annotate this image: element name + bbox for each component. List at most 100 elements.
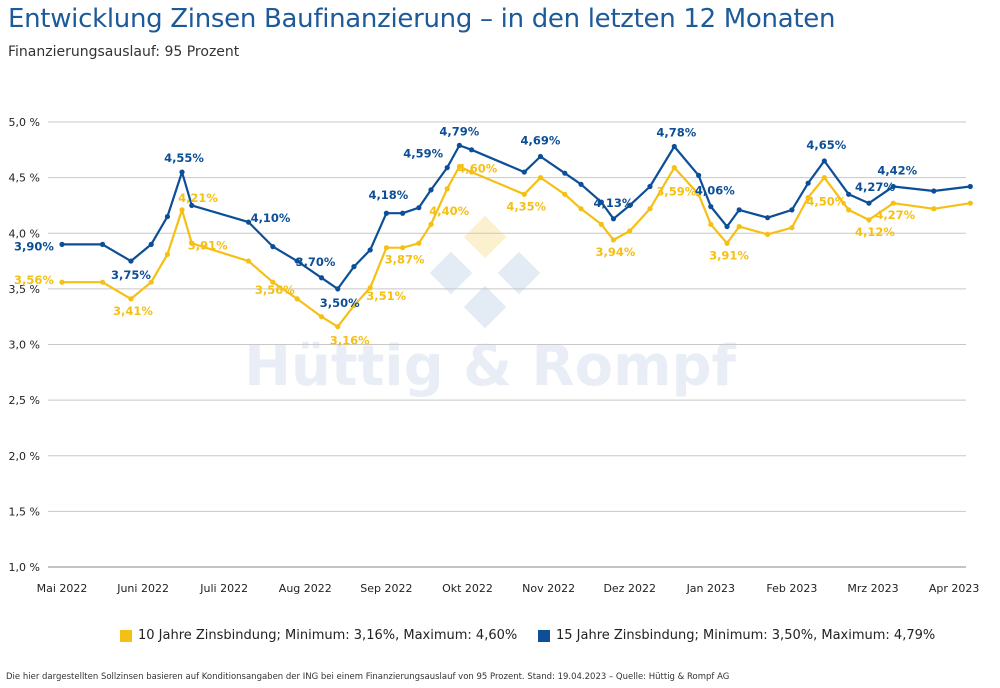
x-tick-label: Mrz 2023 (847, 582, 898, 595)
data-point (400, 210, 406, 216)
data-point (164, 251, 171, 257)
data-point (179, 207, 185, 213)
data-labels: 3,90% 3,75% 4,55% 4,10% 3,70% 3,50% 4,18% 4,59%… (14, 124, 918, 347)
data-label-10-jahre: 4,40% (429, 204, 469, 218)
data-point (164, 213, 171, 220)
series-lines (59, 142, 973, 330)
data-point (647, 206, 653, 212)
data-label-10-jahre: 3,56% (14, 273, 54, 287)
chart-subtitle: Finanzierungsauslauf: 95 Prozent (8, 44, 240, 60)
x-tick-label: Okt 2022 (442, 582, 493, 595)
y-tick-label: 1,5 % (9, 505, 40, 518)
data-point (428, 221, 434, 227)
data-label-15-jahre: 4,79% (439, 124, 479, 138)
data-label-15-jahre: 3,70% (296, 255, 336, 269)
data-point (671, 165, 677, 171)
data-point (383, 210, 389, 216)
data-point (245, 258, 252, 264)
legend-swatch-10-jahre (120, 629, 132, 642)
data-label-15-jahre: 3,50% (320, 296, 360, 310)
x-tick-label: Sep 2022 (360, 582, 412, 595)
data-point (821, 175, 827, 181)
data-point (724, 240, 730, 246)
data-point (468, 147, 475, 153)
y-axis-ticks: 1,0 % 1,5 % 2,0 % 2,5 % 3,0 % 3,5 % 4,0 % 4,5 %… (9, 116, 40, 574)
data-point (578, 181, 584, 187)
data-point (598, 221, 604, 227)
watermark-logo: Hüttig & Rompf (244, 215, 737, 399)
data-point (270, 279, 276, 285)
data-point (708, 221, 714, 227)
data-point (521, 169, 527, 175)
data-point (708, 203, 714, 210)
y-tick-label: 2,0 % (9, 450, 40, 463)
data-point (724, 223, 730, 230)
data-point (846, 191, 852, 197)
data-point (351, 302, 357, 309)
y-tick-label: 3,5 % (9, 283, 40, 296)
data-label-10-jahre: 4,27% (875, 208, 915, 222)
watermark-text: Hüttig & Rompf (244, 334, 736, 399)
data-point (335, 324, 341, 330)
data-label-15-jahre: 4,42% (877, 164, 917, 178)
data-point (764, 231, 771, 237)
data-point (367, 247, 373, 253)
data-point (890, 200, 896, 206)
data-point (245, 219, 252, 225)
data-point (383, 245, 389, 251)
data-label-10-jahre: 3,91% (188, 238, 228, 252)
data-point (444, 165, 450, 171)
data-label-10-jahre: 4,35% (506, 199, 546, 213)
data-point (189, 202, 195, 209)
y-tick-label: 4,5 % (9, 172, 40, 185)
data-point (846, 207, 852, 213)
data-point (789, 225, 795, 231)
data-point (610, 216, 617, 222)
data-point (578, 206, 584, 212)
data-point (148, 279, 154, 285)
x-tick-label: Aug 2022 (279, 582, 332, 595)
data-point (764, 215, 771, 221)
data-point (696, 191, 702, 197)
data-point (696, 172, 702, 178)
data-point (967, 200, 973, 206)
data-label-10-jahre: 3,87% (385, 253, 425, 267)
legend: 10 Jahre Zinsbindung; Minimum: 3,16%, Ma… (0, 628, 1000, 648)
data-point (270, 244, 276, 250)
data-point (456, 142, 462, 148)
data-point (444, 186, 450, 192)
data-point (400, 245, 406, 251)
data-label-15-jahre: 4,78% (656, 125, 696, 139)
data-point (931, 188, 937, 194)
data-label-15-jahre: 4,18% (368, 188, 408, 202)
data-point (866, 217, 872, 223)
data-point (598, 199, 604, 205)
x-tick-label: Nov 2022 (522, 582, 575, 595)
legend-entry-10-jahre: 10 Jahre Zinsbindung; Minimum: 3,16%, Ma… (120, 628, 517, 643)
y-tick-label: 3,0 % (9, 339, 40, 352)
y-tick-label: 1,0 % (9, 561, 40, 574)
data-label-15-jahre: 4,65% (806, 138, 846, 152)
data-label-10-jahre: 4,60% (457, 162, 497, 176)
y-tick-label: 2,5 % (9, 394, 40, 407)
data-point (416, 205, 422, 211)
x-tick-label: Jan 2023 (686, 582, 735, 595)
legend-entry-15-jahre: 15 Jahre Zinsbindung; Minimum: 3,50%, Ma… (538, 628, 935, 643)
data-point (351, 264, 357, 270)
data-point (890, 183, 896, 190)
data-label-15-jahre: 4,27% (855, 180, 895, 194)
data-label-15-jahre: 4,55% (164, 151, 204, 165)
data-label-15-jahre: 3,75% (111, 268, 151, 282)
data-point (148, 241, 154, 247)
line-chart: Hüttig & Rompf 1,0 % 1,5 % 2,0 % 2,5 % 3,0 %… (9, 116, 980, 595)
data-point (627, 202, 633, 209)
data-point (562, 170, 568, 176)
x-tick-label: Apr 2023 (929, 582, 980, 595)
data-point (416, 240, 422, 246)
legend-label-15-jahre: 15 Jahre Zinsbindung; Minimum: 3,50%, Ma… (556, 628, 936, 643)
data-label-10-jahre: 3,41% (113, 304, 153, 318)
data-point (866, 200, 872, 206)
data-point (821, 158, 827, 164)
data-point (189, 240, 195, 246)
data-label-10-jahre: 3,59% (656, 185, 696, 199)
